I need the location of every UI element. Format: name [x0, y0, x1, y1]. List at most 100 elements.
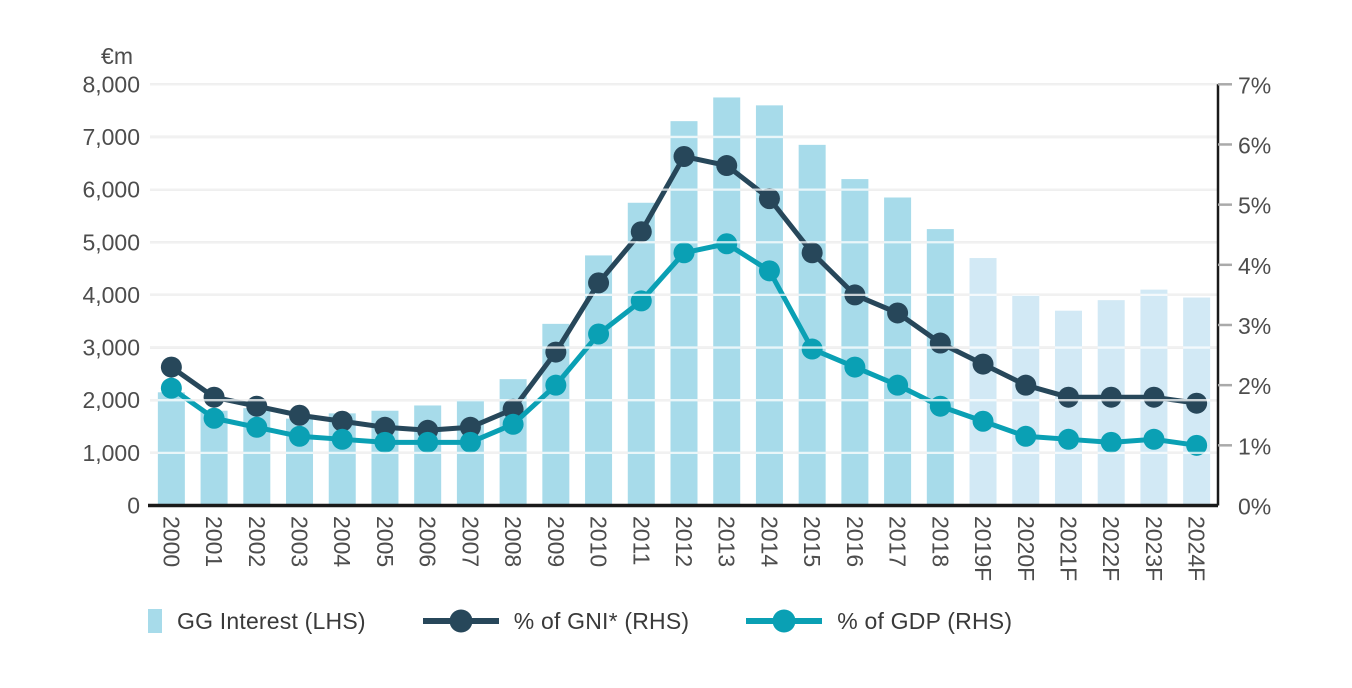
series-marker [801, 242, 823, 264]
x-tick-label: 2013 [714, 516, 740, 567]
x-tick-label: 2008 [500, 516, 526, 567]
y-left-tick-label: 6,000 [82, 177, 140, 203]
x-tick-label: 2007 [457, 516, 483, 567]
series-marker [588, 323, 610, 345]
bar [670, 121, 698, 506]
bar [157, 392, 185, 506]
x-tick-label: 2005 [372, 516, 398, 567]
series-marker [246, 395, 268, 417]
series-marker [246, 416, 268, 438]
series-marker [716, 155, 738, 177]
y-left-tick-label: 5,000 [82, 229, 140, 255]
x-tick-label: 2014 [756, 516, 782, 567]
series-marker [545, 374, 567, 396]
x-tick-label: 2021F [1055, 516, 1081, 581]
x-tick-label: 2011 [628, 516, 654, 565]
series-marker [459, 431, 481, 453]
chart-legend: GG Interest (LHS) % of GNI* (RHS) % of G… [148, 607, 1012, 635]
bar [884, 197, 912, 506]
x-tick-label: 2024F [1184, 516, 1210, 581]
x-tick-label: 2016 [842, 516, 868, 567]
x-tick-label: 2004 [329, 516, 355, 567]
series-marker [289, 404, 311, 426]
y-right-tick-label: 7% [1238, 72, 1271, 98]
series-marker [1015, 425, 1037, 447]
series-marker [160, 377, 182, 399]
series-marker [1100, 386, 1122, 408]
legend-item-gg-interest: GG Interest (LHS) [148, 608, 366, 635]
x-tick-label: 2009 [543, 516, 569, 567]
series-marker [1143, 386, 1165, 408]
series-marker [459, 416, 481, 438]
series-marker [331, 428, 353, 450]
series-marker [545, 341, 567, 363]
series-marker [374, 416, 396, 438]
series-marker [1057, 386, 1079, 408]
y-left-tick-label: 8,000 [82, 71, 140, 97]
x-tick-label: 2019F [970, 516, 996, 581]
series-marker [716, 233, 738, 255]
series-marker [1186, 392, 1208, 414]
series-marker [887, 374, 909, 396]
series-marker [1186, 434, 1208, 456]
series-marker [1015, 374, 1037, 396]
x-tick-label: 2015 [799, 516, 825, 567]
y-left-axis-unit: €m [101, 43, 133, 69]
series-marker [1143, 428, 1165, 450]
line-marker-swatch-icon [746, 609, 823, 633]
y-right-tick-label: 4% [1238, 253, 1271, 279]
bar-swatch-icon [148, 609, 162, 633]
legend-label-gg-interest: GG Interest (LHS) [177, 607, 366, 634]
y-right-tick-label: 5% [1238, 193, 1271, 219]
y-right-tick-label: 0% [1238, 494, 1271, 520]
x-tick-label: 2020F [1013, 516, 1039, 581]
x-tick-label: 2017 [885, 516, 911, 567]
series-marker [203, 407, 225, 429]
series-marker [758, 260, 780, 282]
series-marker [673, 242, 695, 264]
y-left-tick-label: 7,000 [82, 124, 140, 150]
bar-forecast [1054, 310, 1082, 506]
series-marker [331, 410, 353, 432]
legend-label-gni: % of GNI* (RHS) [513, 607, 690, 634]
x-tick-label: 2006 [415, 516, 441, 567]
series-marker [1100, 431, 1122, 453]
legend-label-gdp: % of GDP (RHS) [837, 607, 1013, 634]
series-marker [673, 146, 695, 168]
y-left-tick-label: 0 [127, 493, 140, 519]
series-marker [972, 410, 994, 432]
x-tick-label: 2022F [1098, 516, 1124, 581]
series-marker [887, 302, 909, 324]
series-marker [502, 398, 524, 420]
y-left-tick-label: 2,000 [82, 387, 140, 413]
y-left-tick-label: 1,000 [82, 440, 140, 466]
series-marker [972, 353, 994, 375]
series-marker [844, 356, 866, 378]
bar [841, 179, 869, 506]
x-tick-label: 2012 [671, 516, 697, 567]
legend-item-gdp: % of GDP (RHS) [746, 607, 1012, 635]
x-tick-label: 2002 [244, 516, 270, 567]
y-right-tick-label: 6% [1238, 132, 1271, 158]
y-left-tick-label: 3,000 [82, 335, 140, 361]
y-right-tick-label: 3% [1238, 313, 1271, 339]
series-marker [203, 386, 225, 408]
series-marker [929, 332, 951, 354]
series-marker [588, 272, 610, 294]
series-marker [502, 413, 524, 435]
series-marker [758, 188, 780, 210]
series-marker [417, 431, 439, 453]
bar [926, 229, 954, 506]
line-marker-swatch-icon [422, 609, 499, 633]
series-marker [160, 356, 182, 378]
series-marker [289, 425, 311, 447]
series-marker [374, 431, 396, 453]
x-tick-label: 2010 [586, 516, 612, 567]
series-marker [630, 290, 652, 312]
bar [755, 105, 783, 506]
x-tick-label: 2023F [1141, 516, 1167, 581]
bar-forecast [969, 258, 997, 506]
y-right-tick-label: 2% [1238, 373, 1271, 399]
